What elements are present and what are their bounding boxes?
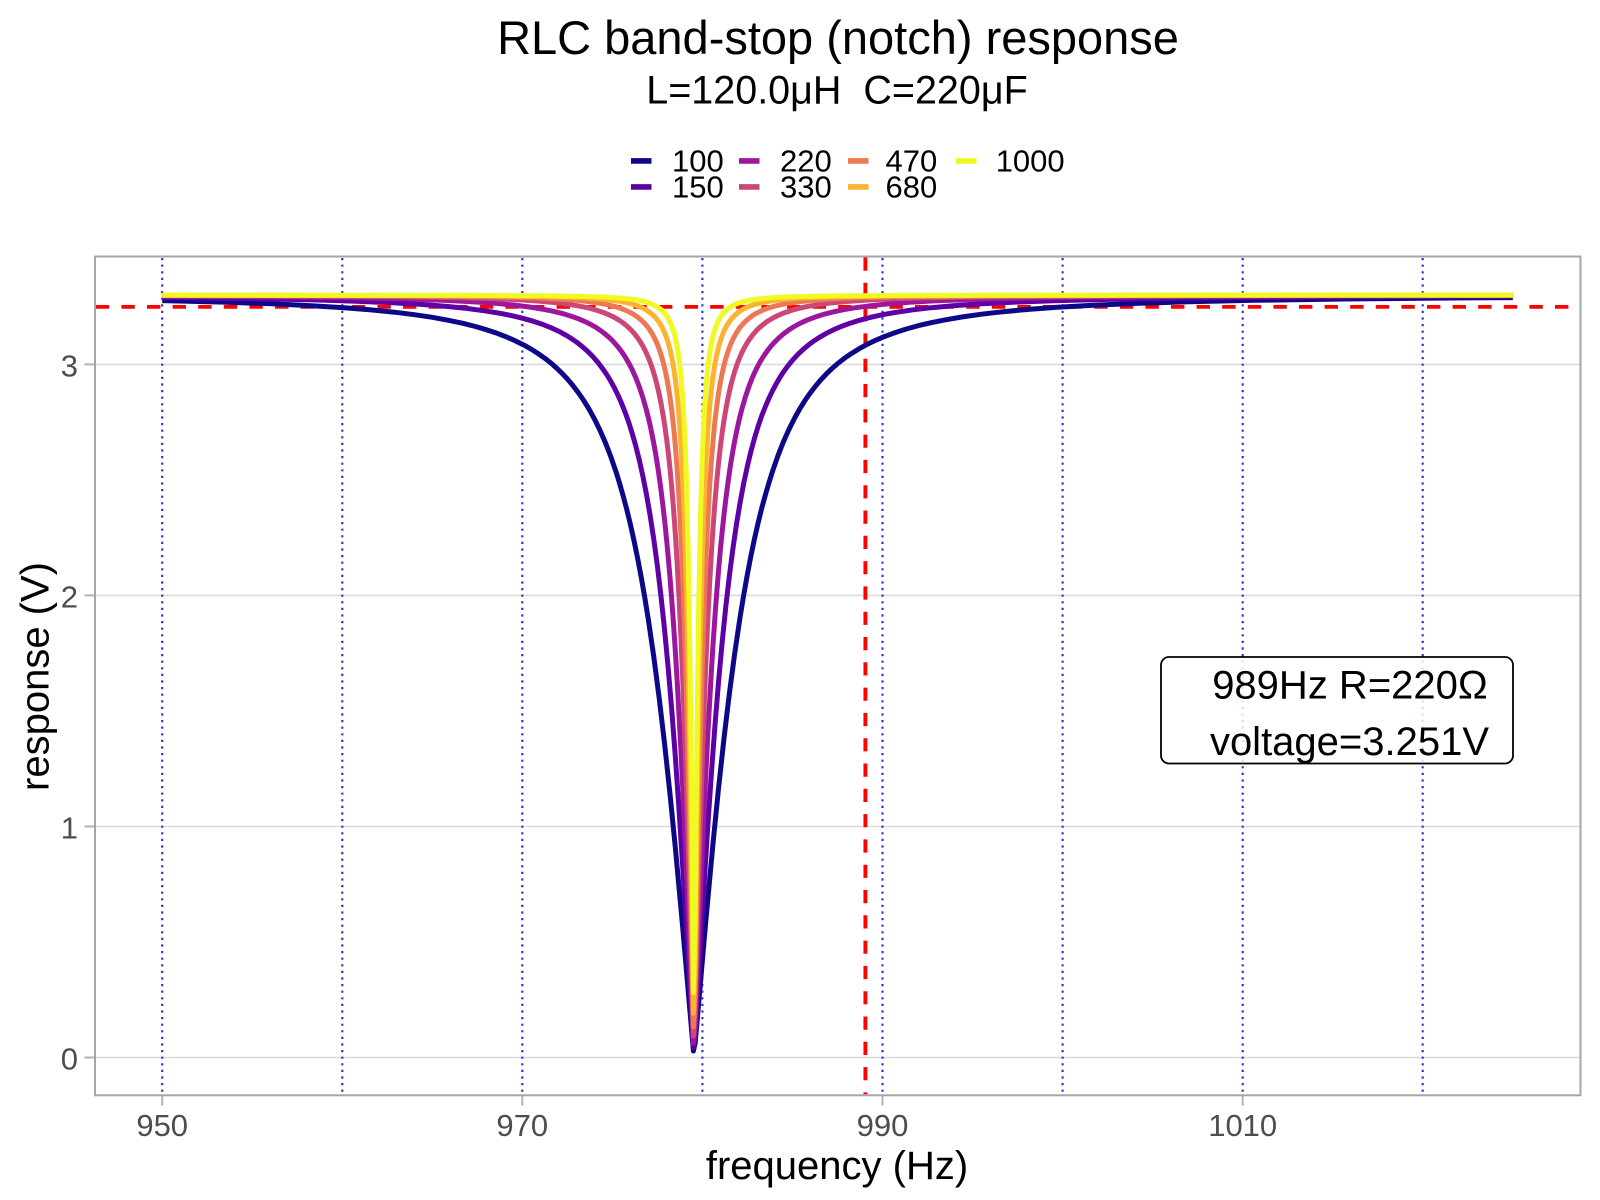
svg-text:RLC band-stop (notch) response: RLC band-stop (notch) response <box>497 11 1179 64</box>
svg-text:989Hz R=220Ω: 989Hz R=220Ω <box>1212 664 1488 708</box>
svg-text:frequency (Hz): frequency (Hz) <box>706 1144 968 1188</box>
svg-text:970: 970 <box>496 1108 548 1143</box>
svg-text:2: 2 <box>61 579 78 614</box>
svg-text:220: 220 <box>780 144 832 179</box>
svg-text:3: 3 <box>61 348 78 383</box>
svg-text:470: 470 <box>886 144 938 179</box>
svg-text:L=120.0μH C=220μF: L=120.0μH C=220μF <box>646 68 1028 112</box>
svg-text:1010: 1010 <box>1208 1108 1277 1143</box>
svg-text:990: 990 <box>857 1108 909 1143</box>
svg-text:150: 150 <box>672 170 724 205</box>
svg-text:1000: 1000 <box>996 144 1065 179</box>
svg-text:950: 950 <box>136 1108 188 1143</box>
svg-text:330: 330 <box>780 170 832 205</box>
svg-text:680: 680 <box>886 170 938 205</box>
svg-text:1: 1 <box>61 811 78 846</box>
svg-text:0: 0 <box>61 1042 78 1077</box>
svg-text:100: 100 <box>672 144 724 179</box>
svg-text:response (V): response (V) <box>14 562 58 791</box>
svg-text:voltage=3.251V: voltage=3.251V <box>1210 720 1489 764</box>
